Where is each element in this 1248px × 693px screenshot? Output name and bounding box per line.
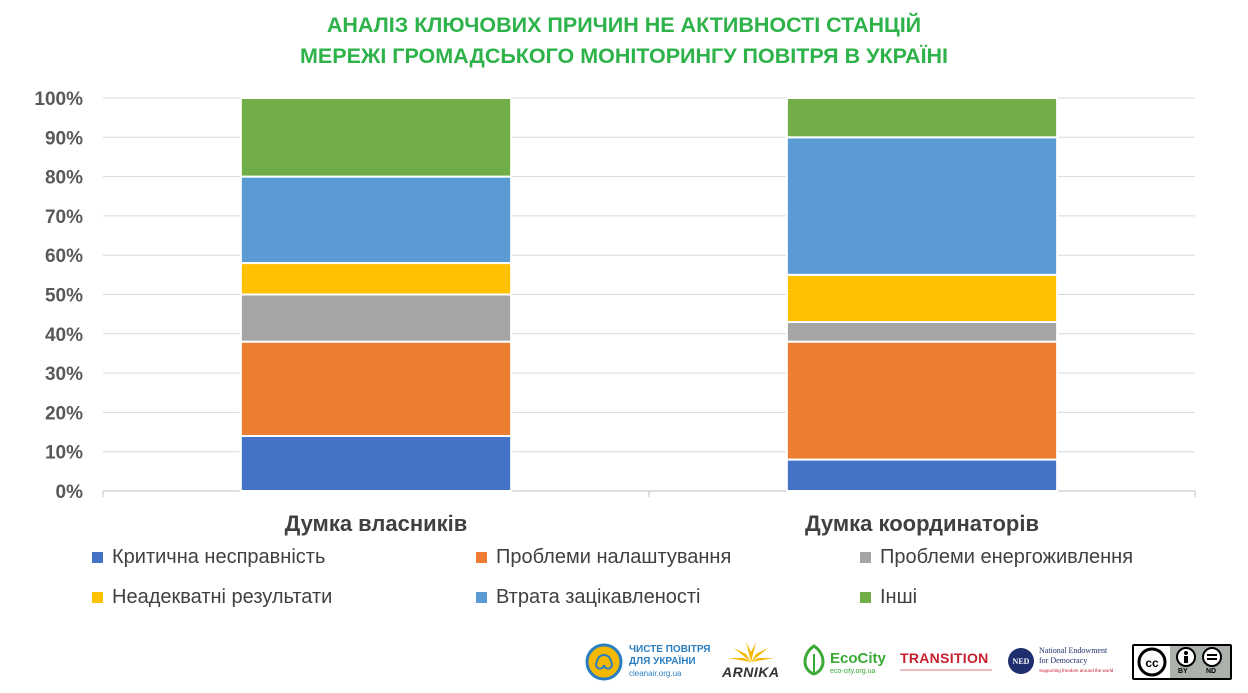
legend-swatch bbox=[476, 592, 487, 603]
legend-item: Критична несправність bbox=[92, 546, 325, 569]
legend-item: Втрата зацікавленості bbox=[476, 586, 701, 609]
bar-segment bbox=[239, 262, 513, 296]
legend-item: Інші bbox=[860, 586, 917, 609]
cleanair-url: cleanair.org.ua bbox=[629, 669, 682, 678]
by-person-icon bbox=[1176, 647, 1196, 667]
cleanair-emblem-icon bbox=[585, 643, 623, 681]
cc-nd-label: ND bbox=[1206, 668, 1217, 675]
arnika-logo: ARNIKA bbox=[720, 638, 782, 684]
legend-swatch bbox=[476, 552, 487, 563]
y-tick-label: 80% bbox=[45, 168, 83, 189]
cleanair-logo: ЧИСТЕ ПОВІТРЯ ДЛЯ УКРАЇНИ cleanair.org.u… bbox=[585, 642, 720, 682]
transition-logo: TRANSITION bbox=[900, 650, 995, 680]
y-tick-label: 40% bbox=[45, 325, 83, 346]
y-tick-label: 100% bbox=[34, 89, 83, 110]
y-tick-label: 90% bbox=[45, 128, 83, 149]
y-tick-label: 70% bbox=[45, 207, 83, 228]
legend-label: Проблеми налаштування bbox=[496, 546, 732, 568]
cc-icon: cc bbox=[1137, 647, 1167, 677]
y-tick-label: 60% bbox=[45, 246, 83, 267]
bar-segment bbox=[785, 458, 1059, 492]
y-tick-label: 30% bbox=[45, 364, 83, 385]
stacked-bar-chart: 0% 10% 20% 30% 40% 50% 60% 70% 80% 90% 100% Думка в… bbox=[34, 89, 1196, 536]
cleanair-name-line1: ЧИСТЕ ПОВІТРЯ bbox=[629, 644, 711, 655]
legend-swatch bbox=[92, 552, 103, 563]
svg-text:cc: cc bbox=[1145, 656, 1159, 670]
chart-title-line1: АНАЛІЗ КЛЮЧОВИХ ПРИЧИН НЕ АКТИВНОСТІ СТА… bbox=[326, 13, 922, 37]
ned-logo: NED National Endowment for Democracy Sup… bbox=[1008, 644, 1120, 684]
ecocity-logo: EcoCity eco-city.org.ua bbox=[800, 640, 890, 684]
sponsor-logos: ЧИСТЕ ПОВІТРЯ ДЛЯ УКРАЇНИ cleanair.org.u… bbox=[580, 636, 1240, 686]
legend-swatch bbox=[92, 592, 103, 603]
ned-name-line2: for Democracy bbox=[1039, 656, 1088, 665]
y-tick-label: 0% bbox=[56, 482, 84, 503]
legend-label: Критична несправність bbox=[112, 546, 326, 568]
cc-by-label: BY bbox=[1178, 668, 1188, 675]
bar-segment bbox=[239, 175, 513, 265]
x-category-label: Думка власників bbox=[285, 511, 468, 536]
arnika-flower-icon bbox=[728, 642, 774, 662]
legend-swatch bbox=[860, 592, 871, 603]
bar-segment bbox=[239, 340, 513, 437]
bar-segment bbox=[239, 97, 513, 178]
legend-swatch bbox=[860, 552, 871, 563]
bar-segment bbox=[785, 273, 1059, 324]
y-tick-label: 20% bbox=[45, 403, 83, 424]
y-tick-label: 10% bbox=[45, 443, 83, 464]
bar-segment bbox=[785, 321, 1059, 343]
bar-segment bbox=[785, 97, 1059, 139]
legend-label: Втрата зацікавленості bbox=[496, 586, 701, 608]
ecocity-wordmark: EcoCity bbox=[830, 650, 886, 667]
bar-segment bbox=[239, 293, 513, 343]
chart-title: АНАЛІЗ КЛЮЧОВИХ ПРИЧИН НЕ АКТИВНОСТІ СТА… bbox=[0, 10, 1248, 72]
nd-equals-icon bbox=[1202, 647, 1222, 667]
legend-item: Проблеми енергоживлення bbox=[860, 546, 1133, 569]
legend-label: Інші bbox=[880, 586, 918, 608]
bar-segment bbox=[239, 434, 513, 493]
y-tick-label: 50% bbox=[45, 286, 83, 307]
ecocity-leaf-icon bbox=[803, 644, 825, 676]
ecocity-url: eco-city.org.ua bbox=[830, 668, 876, 675]
legend-item: Неадекватні результати bbox=[92, 586, 332, 609]
cleanair-name-line2: ДЛЯ УКРАЇНИ bbox=[629, 656, 696, 667]
bar-segment bbox=[785, 340, 1059, 461]
ned-tagline: Supporting freedom around the world bbox=[1039, 668, 1114, 673]
ned-name-line1: National Endowment bbox=[1039, 646, 1108, 655]
legend-item: Проблеми налаштування bbox=[476, 546, 731, 569]
legend-label: Проблеми енергоживлення bbox=[880, 546, 1134, 568]
cc-license-badge: cc BY ND bbox=[1132, 644, 1232, 680]
ned-badge-icon: NED bbox=[1008, 648, 1034, 674]
ned-badge-text: NED bbox=[1012, 656, 1030, 666]
x-category-label: Думка координаторів bbox=[805, 511, 1039, 536]
bar-segment bbox=[785, 136, 1059, 276]
transition-wordmark: TRANSITION bbox=[900, 650, 989, 666]
transition-underline bbox=[900, 669, 992, 671]
legend-label: Неадекватні результати bbox=[112, 586, 333, 608]
chart-title-line2: МЕРЕЖІ ГРОМАДСЬКОГО МОНІТОРИНГУ ПОВІТРЯ … bbox=[299, 44, 948, 68]
arnika-wordmark: ARNIKA bbox=[722, 664, 780, 680]
